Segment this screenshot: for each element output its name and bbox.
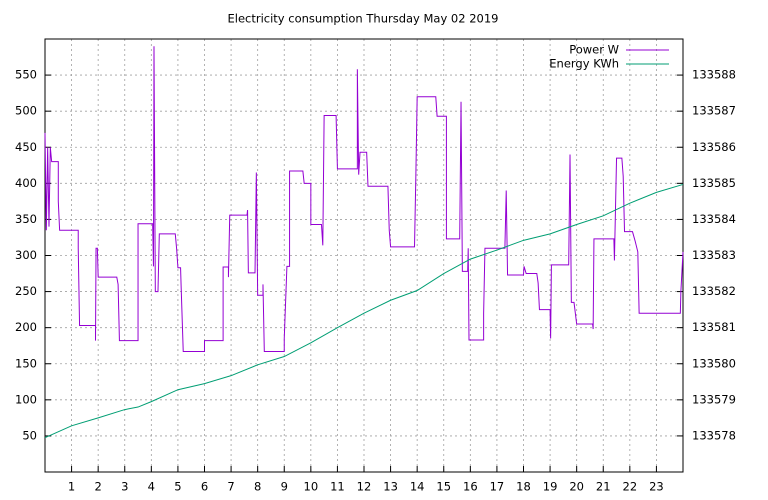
- y-tick-label: 150: [15, 356, 37, 370]
- x-tick-label: 11: [330, 480, 345, 494]
- y-tick-label: 350: [15, 212, 37, 226]
- y-tick-label: 250: [15, 284, 37, 298]
- x-tick-label: 7: [227, 480, 234, 494]
- y2-tick-label: 133582: [692, 284, 736, 298]
- y2-tick-label: 133585: [692, 176, 736, 190]
- x-tick-label: 9: [281, 480, 288, 494]
- y2-tick-label: 133586: [692, 140, 736, 154]
- chart-title: Electricity consumption Thursday May 02 …: [227, 12, 498, 26]
- x-tick-label: 13: [383, 480, 398, 494]
- x-tick-label: 2: [95, 480, 102, 494]
- series-line: [44, 46, 684, 352]
- x-tick-label: 3: [121, 480, 128, 494]
- y2-tick-label: 133588: [692, 68, 736, 82]
- x-tick-label: 5: [174, 480, 181, 494]
- x-tick-label: 18: [516, 480, 531, 494]
- x-tick-label: 16: [463, 480, 478, 494]
- x-tick-label: 19: [543, 480, 558, 494]
- series-line: [44, 183, 684, 439]
- legend-label: Power W: [569, 43, 619, 57]
- y2-tick-label: 133579: [692, 392, 736, 406]
- y2-tick-label: 133583: [692, 248, 736, 262]
- y-tick-label: 100: [15, 392, 37, 406]
- x-tick-label: 12: [357, 480, 372, 494]
- x-tick-label: 6: [201, 480, 208, 494]
- x-tick-label: 10: [304, 480, 319, 494]
- y2-tick-label: 133580: [692, 356, 736, 370]
- y-tick-label: 50: [22, 428, 37, 442]
- x-tick-label: 4: [148, 480, 155, 494]
- x-tick-label: 15: [436, 480, 451, 494]
- y-tick-label: 450: [15, 140, 37, 154]
- y-tick-label: 300: [15, 248, 37, 262]
- y2-tick-label: 133578: [692, 428, 736, 442]
- y-tick-label: 550: [15, 68, 37, 82]
- x-tick-label: 23: [649, 480, 664, 494]
- y-tick-label: 200: [15, 320, 37, 334]
- x-tick-label: 21: [596, 480, 611, 494]
- y2-tick-label: 133581: [692, 320, 736, 334]
- x-tick-label: 1: [68, 480, 75, 494]
- x-tick-label: 17: [490, 480, 505, 494]
- x-tick-label: 14: [410, 480, 425, 494]
- x-tick-label: 22: [623, 480, 638, 494]
- y2-tick-label: 133587: [692, 104, 736, 118]
- legend-label: Energy KWh: [549, 57, 619, 71]
- y-tick-label: 500: [15, 104, 37, 118]
- x-tick-label: 8: [254, 480, 261, 494]
- x-tick-label: 20: [569, 480, 584, 494]
- y2-tick-label: 133584: [692, 212, 736, 226]
- y-tick-label: 400: [15, 176, 37, 190]
